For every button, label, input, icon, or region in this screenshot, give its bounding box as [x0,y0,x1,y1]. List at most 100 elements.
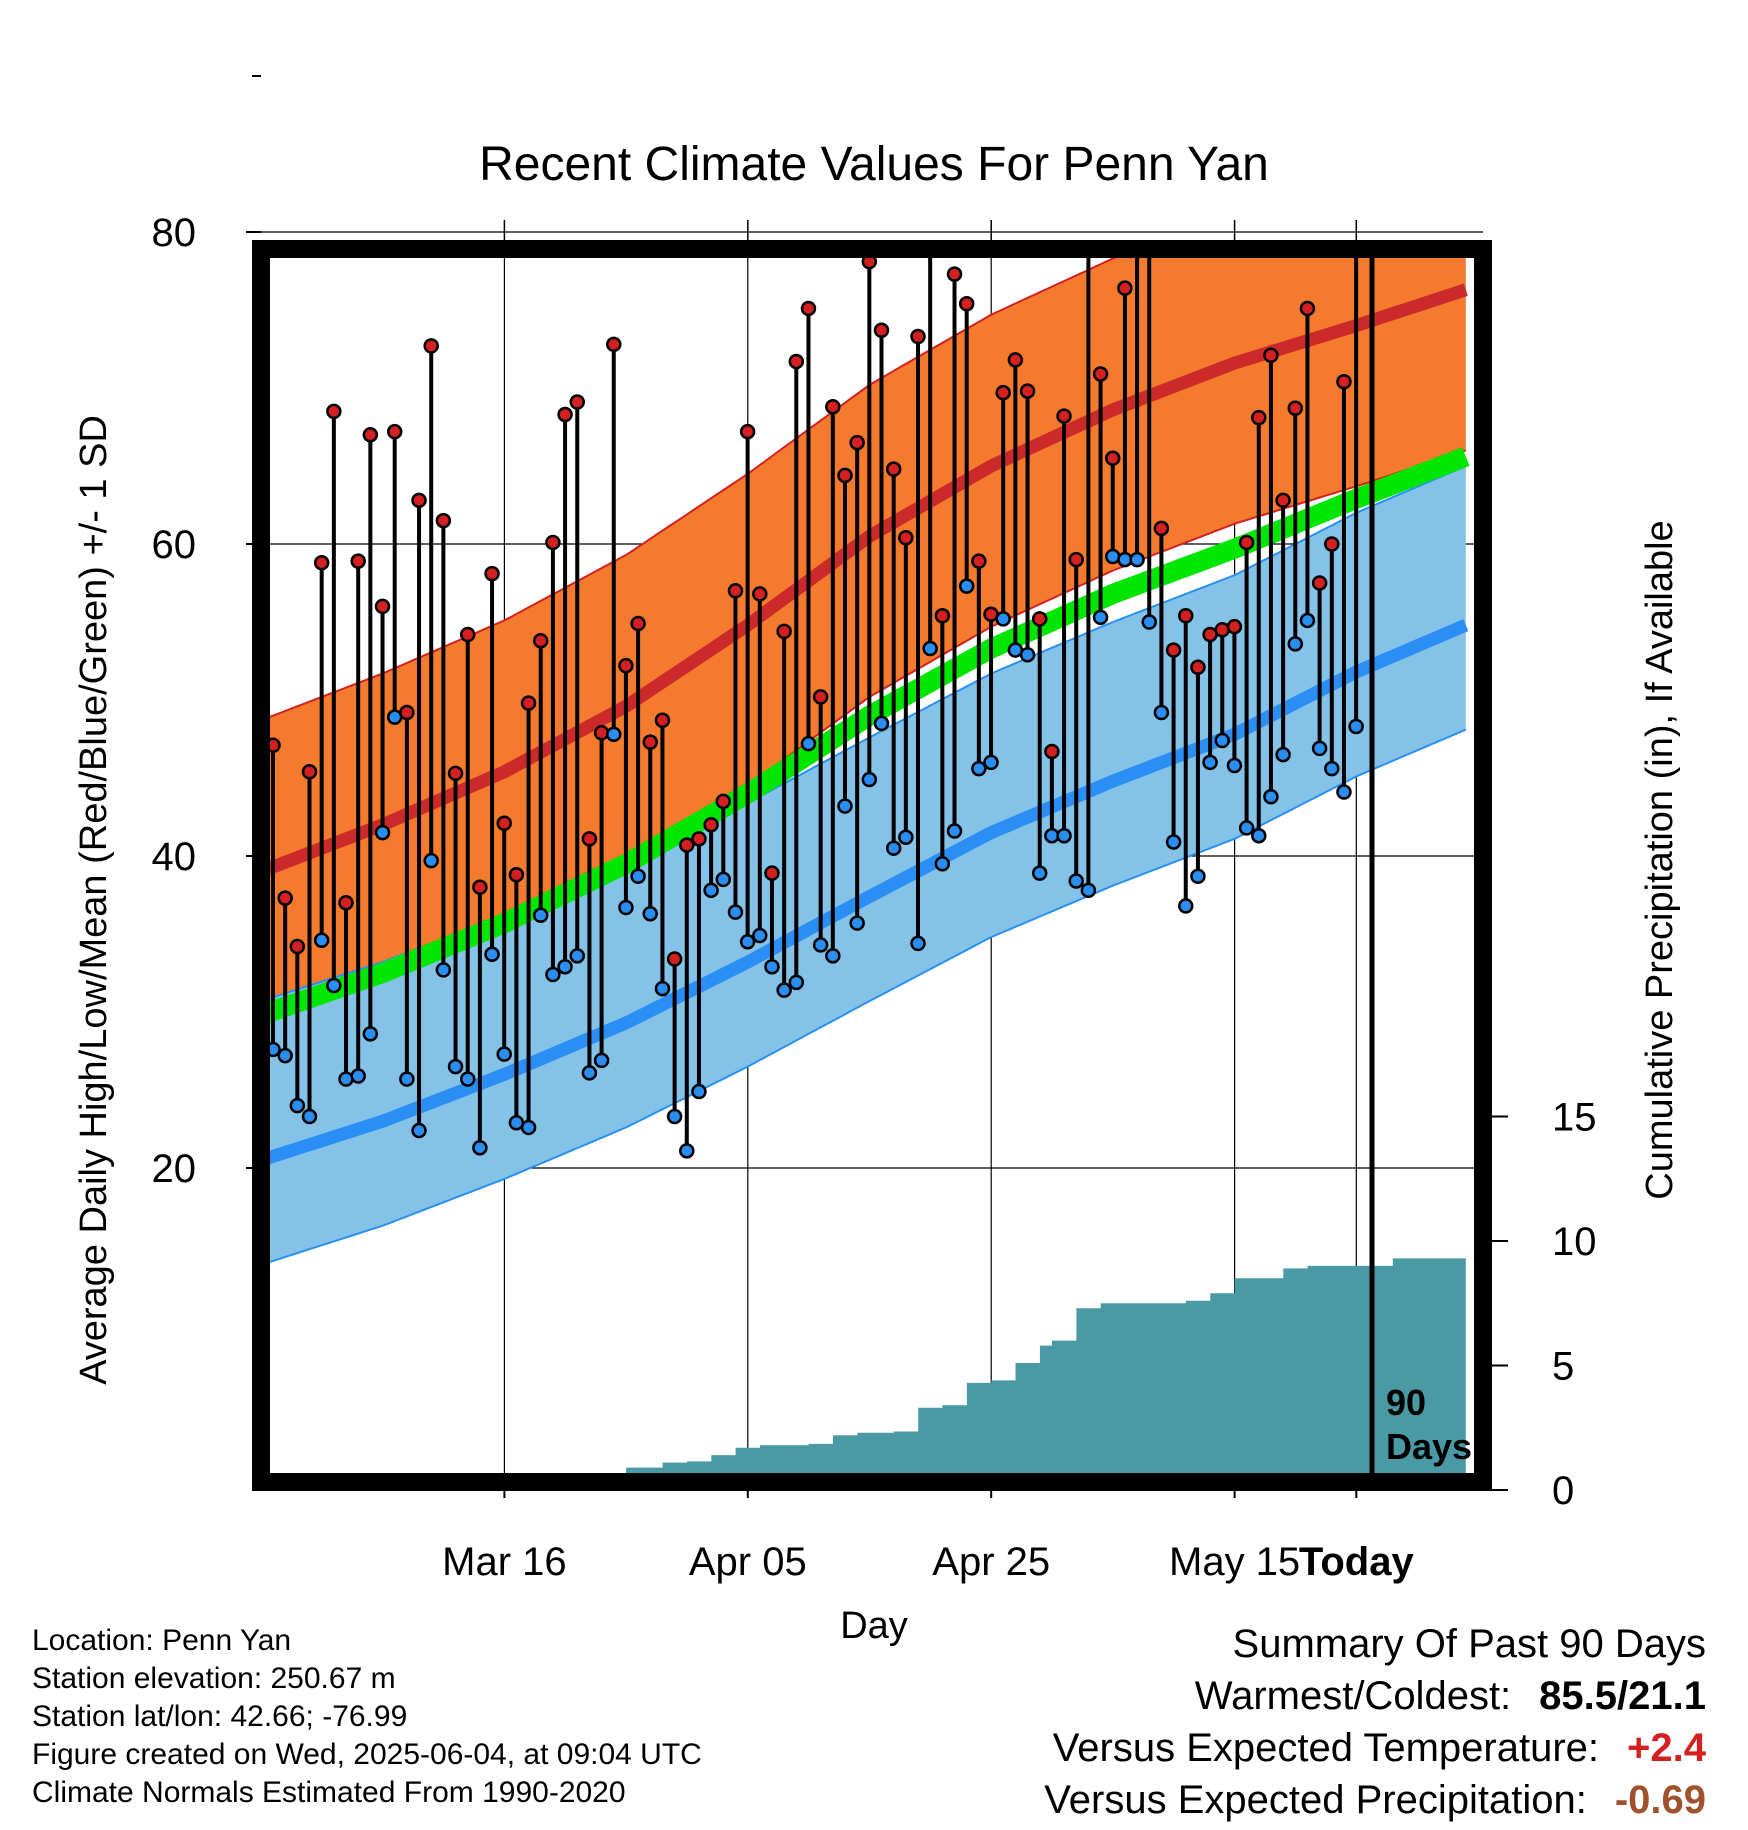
summary-heading: Summary Of Past 90 Days [1232,1622,1706,1666]
daily-low-point [873,715,890,732]
cumulative-precip-area [589,1258,1466,1482]
daily-high-point [1350,202,1363,215]
x-axis-label: Day [840,1605,908,1647]
daily-low-point [338,1071,354,1087]
daily-low-point [496,1046,512,1062]
daily-high-point [606,336,622,353]
daily-high-point [812,689,829,705]
daily-low-point [447,1058,464,1075]
daily-high-point [946,266,963,282]
summary-panel: Summary Of Past 90 Days Warmest/Coldest:… [1044,1622,1706,1830]
daily-low-point [545,966,561,983]
daily-high-point [350,553,366,569]
daily-high-point [958,296,975,312]
daily-low-point [715,871,732,888]
y-tick-label: 80 [152,211,197,255]
daily-high-point [484,565,500,582]
plot-frame: 90 Days [252,240,1492,1491]
precip-label: Versus Expected Precipitation: [1044,1778,1587,1822]
daily-low-point [1104,548,1121,565]
daily-low-point [727,904,744,920]
daily-low-point [1226,757,1243,774]
daily-low-point [910,935,926,952]
daily-low-point [484,946,500,963]
daily-low-point [350,1068,366,1084]
daily-low-point [532,907,549,924]
daily-high-point [411,492,427,509]
daily-high-point [1287,400,1304,417]
temp-label: Versus Expected Temperature: [1052,1726,1600,1770]
daily-low-point [1129,551,1145,568]
daily-high-point [545,534,561,551]
daily-low-point [277,1047,293,1064]
daily-low-point [326,977,342,994]
daily-low-point [1214,732,1231,749]
daily-high-point [800,300,817,317]
x-tick-label: Apr 25 [932,1540,1050,1584]
daily-low-point [411,1122,427,1139]
daily-low-point [1190,868,1206,885]
daily-high-point [618,657,634,674]
precip-row: Versus Expected Precipitation: -0.69 [1044,1778,1706,1830]
daily-low-point [861,771,878,788]
y-axis-label: Average Daily High/Low/Mean (Red/Blue/Gr… [73,415,115,1385]
daily-low-point [593,1052,610,1069]
chart-title: Recent Climate Values For Penn Yan [479,138,1269,191]
elevation-text: Station elevation: 250.67 m [32,1662,396,1695]
daily-low-point [520,1119,537,1136]
latlon-text: Station lat/lon: 42.66; -76.99 [32,1700,408,1733]
daily-high-point [776,623,792,640]
station-info: Location: Penn Yan Station elevation: 25… [32,1622,702,1812]
daily-low-point [1202,754,1218,771]
created-text: Figure created on Wed, 2025-06-04, at 09… [32,1738,702,1771]
daily-low-point [618,899,634,916]
y-tick-label: 20 [152,1147,197,1191]
daily-high-point [1275,492,1291,509]
x-tick-label: Apr 05 [689,1540,807,1584]
daily-low-point [703,882,719,899]
daily-low-point [679,1143,695,1159]
daily-high-point [691,831,707,847]
daily-low-point [958,578,975,594]
daily-high-point [386,423,403,440]
daily-high-point [752,586,768,602]
daily-low-point [1141,614,1157,630]
axes: 20 40 60 80 0 5 10 15 Mar 16 Apr 05 Apr 25 May 15To… [152,75,1597,1584]
daily-high-point [849,434,865,451]
daily-high-point [1092,366,1109,382]
warmest-row: Warmest/Coldest: 85.5/21.1 [1044,1674,1706,1726]
daily-low-point [971,760,987,777]
daily-low-point [557,959,573,975]
low-band-lower-edge [261,728,1467,1266]
summary-heading-row: Summary Of Past 90 Days [1044,1622,1706,1674]
daily-high-point [313,554,330,571]
normals-text: Climate Normals Estimated From 1990-2020 [32,1776,626,1809]
daily-low-point [569,948,585,964]
daily-low-point [1031,865,1048,881]
y2-tick-label: 0 [1552,1469,1574,1513]
daily-high-point [1007,352,1024,368]
daily-low-point [606,726,622,743]
today-days-label-line: 90 [1386,1382,1426,1423]
daily-high-point [472,879,488,895]
daily-high-point [837,467,853,484]
daily-low-point [812,937,829,953]
daily-high-point [898,530,914,546]
daily-high-point [1104,450,1121,466]
daily-high-point [1165,642,1182,658]
daily-low-point [1275,746,1291,763]
daily-high-point [703,817,719,833]
daily-low-point [995,611,1011,627]
y-tick-label: 60 [152,523,197,567]
temp-value: +2.4 [1627,1726,1706,1770]
daily-low-point [1324,760,1340,777]
daily-low-point [289,1097,306,1114]
daily-high-point [885,461,902,477]
daily-high-point [593,725,610,741]
daily-high-point [520,695,537,711]
plot-border [252,240,1492,1491]
daily-low-point [752,927,768,944]
daily-high-point [435,512,452,529]
daily-high-point [1131,197,1144,210]
daily-high-point [447,765,464,782]
